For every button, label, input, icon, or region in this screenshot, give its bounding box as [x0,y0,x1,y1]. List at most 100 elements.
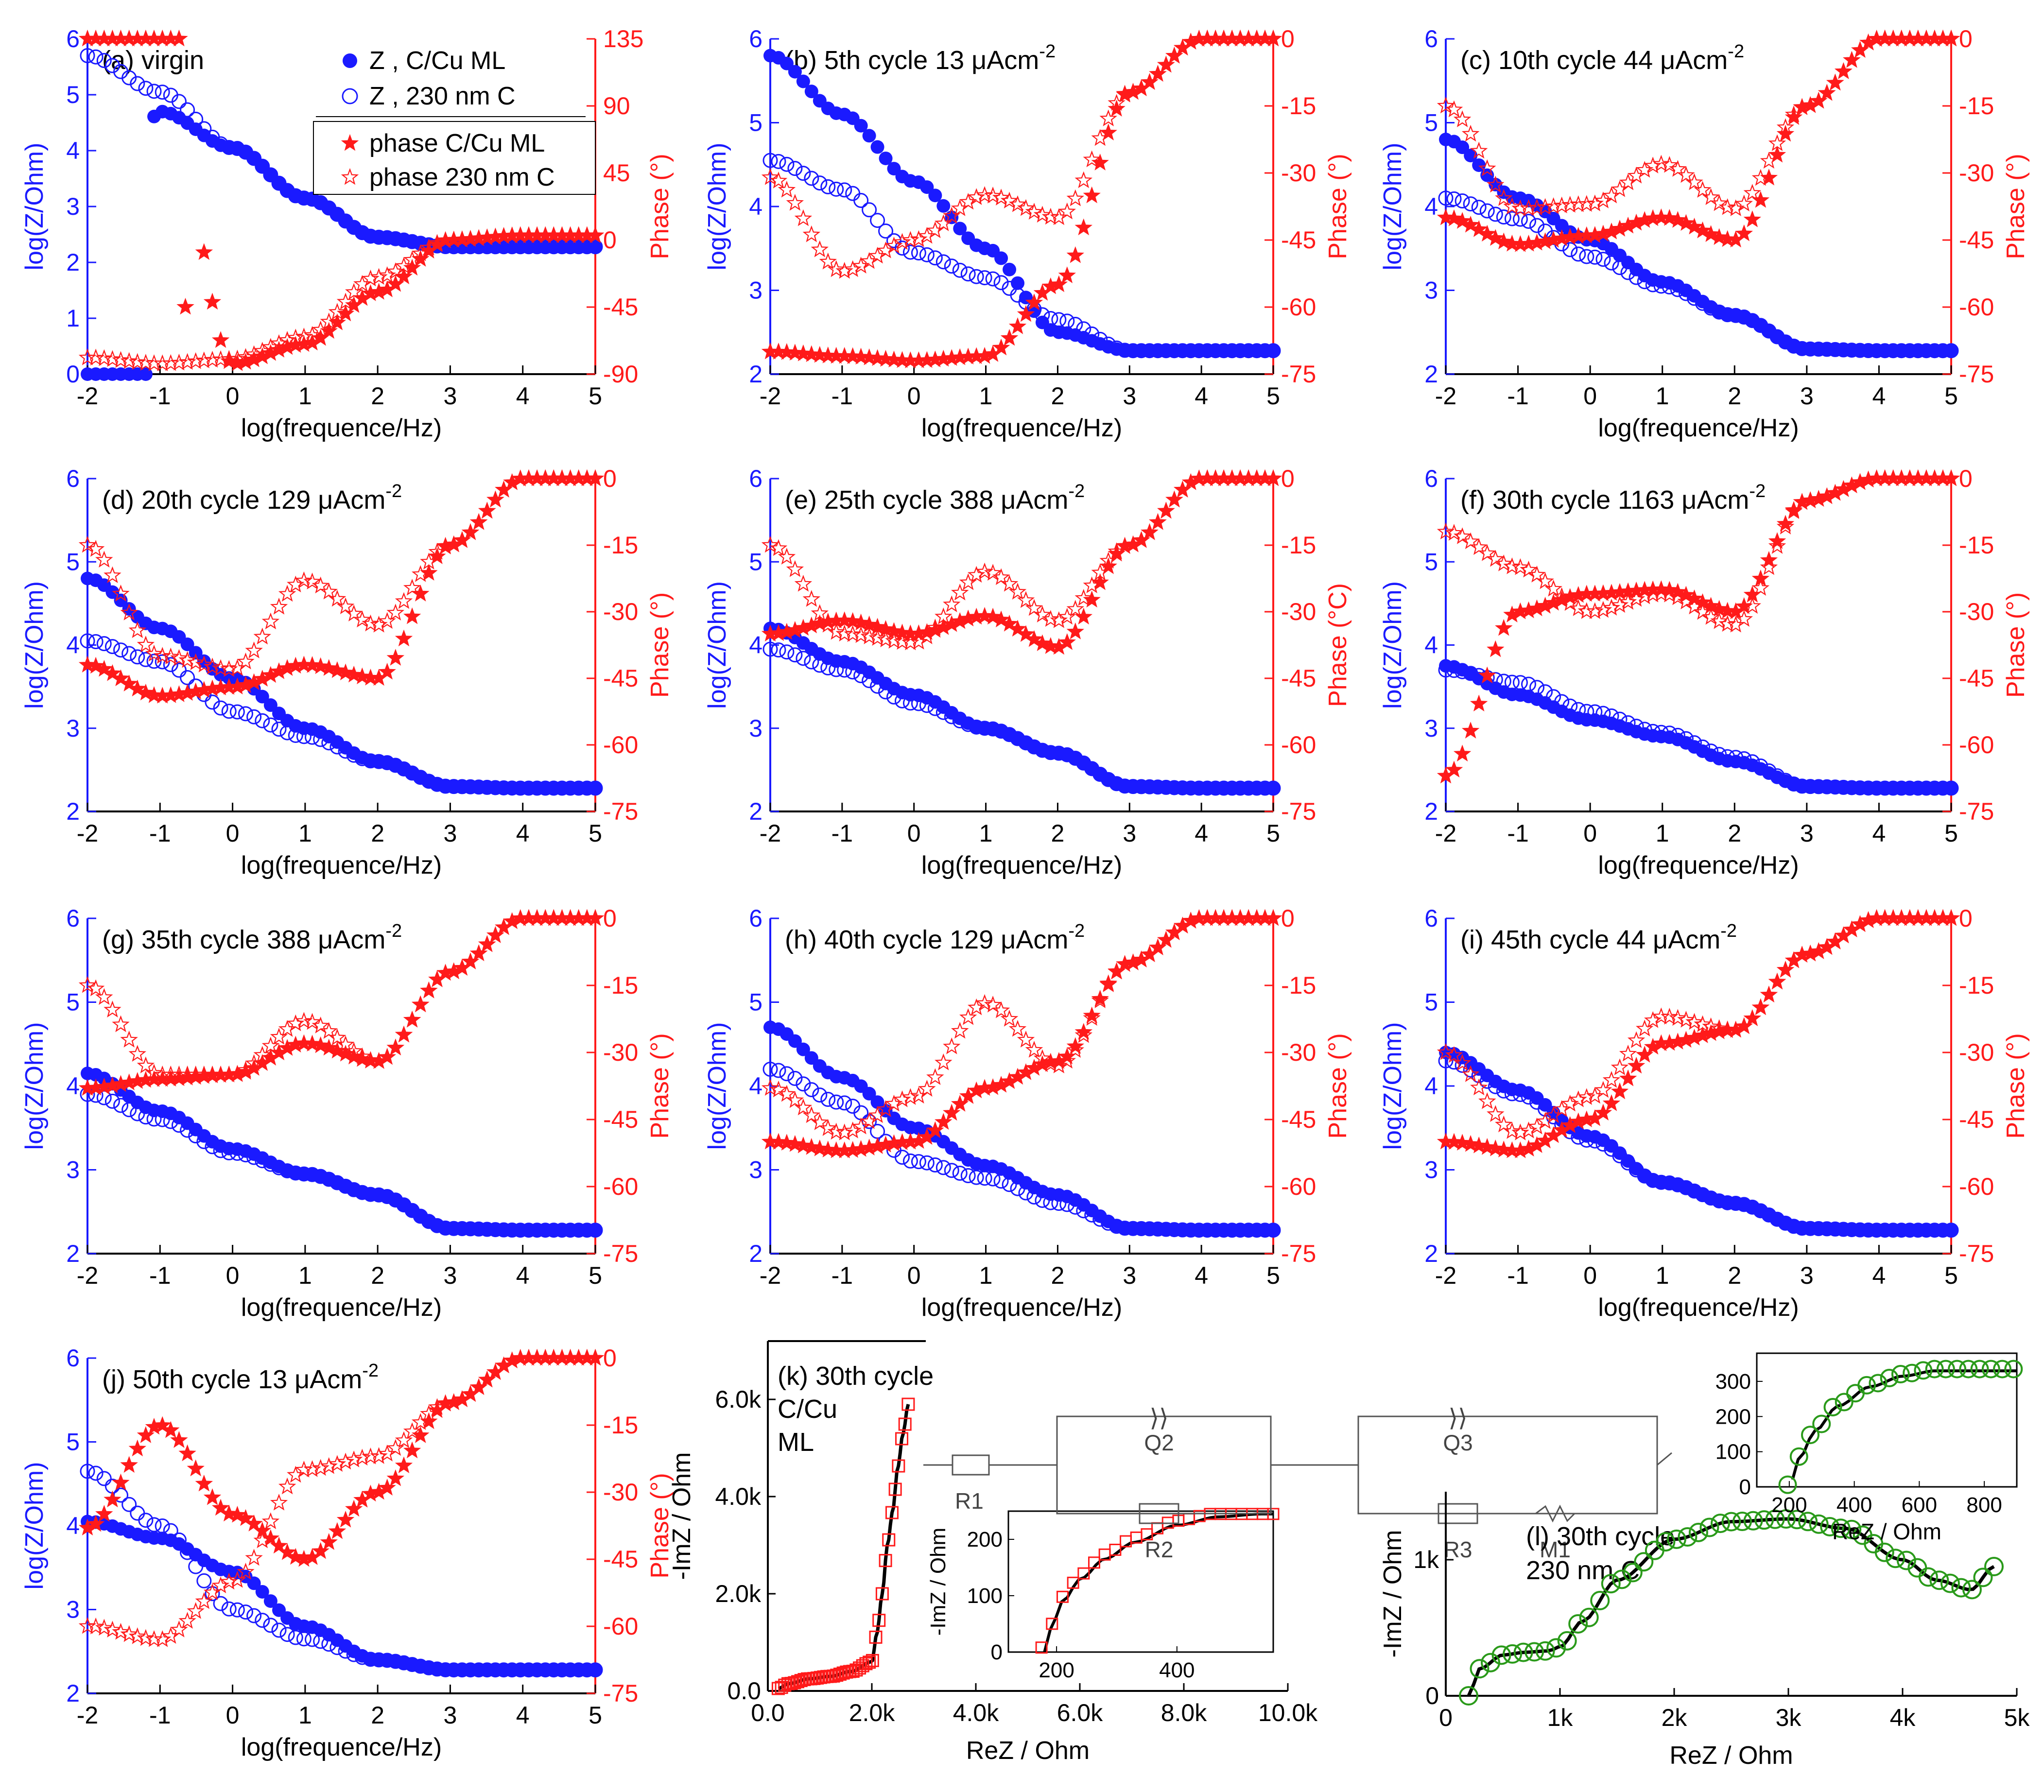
marker-z-c [1059,747,1075,762]
marker-phase-c [1470,1078,1488,1096]
marker-z-c [771,154,786,169]
marker-phase-c [1066,189,1084,207]
inset-x-tick-label: 400 [1836,1493,1872,1517]
marker-phase-c [1743,597,1761,614]
marker-z-c [138,1109,154,1125]
marker-z-c [1695,295,1711,311]
marker-z-c [421,1660,436,1675]
marker-z-c [271,1160,287,1175]
y-tick-left-label: 3 [66,1156,80,1184]
marker-z-c [1670,1177,1685,1192]
marker-z-c [1554,694,1570,709]
marker-z-c [171,662,187,678]
marker-z-c [96,636,112,652]
marker-phase-c [1445,524,1463,541]
marker-phase-ml [1677,214,1695,231]
marker-z-c [1836,342,1851,358]
panel-title-sup: -2 [1728,41,1744,62]
y-tick-left-label: 0 [66,361,80,388]
marker-z-c [1678,286,1694,301]
x-tick-label: 5 [1266,820,1280,847]
marker-z-c [1512,1087,1528,1103]
marker-z-c [944,709,959,724]
panel-title-text: (a) virgin [102,46,204,75]
marker-z-c [1910,343,1926,359]
x-tick-label: -2 [760,1262,781,1289]
marker-phase-ml [868,349,886,366]
y-tick-right-label: -60 [603,1613,638,1640]
marker-phase-c [1478,1092,1496,1109]
data-marker [1491,1645,1511,1665]
bode-panel-j: -2 -1 0 1 2 3 4 5log(frequence/Hz)23456log(Z/Oh… [20,1344,674,1761]
marker-phase-c [112,1622,130,1640]
marker-phase-ml [312,1542,329,1559]
marker-z-c [288,1630,303,1645]
marker-phase-ml [1461,1135,1480,1152]
marker-phase-c [428,970,446,987]
marker-phase-c [1677,166,1695,183]
marker-z-ml [589,1223,602,1237]
marker-z-c [1761,323,1777,339]
y-tick-right-label: -75 [603,798,638,825]
marker-z-c [579,1223,595,1238]
marker-phase-ml [336,663,355,681]
marker-z-ml [139,367,153,381]
marker-phase-ml [1025,630,1043,647]
marker-z-c [1736,309,1752,325]
series-z-230-nm-c [1438,190,1959,359]
marker-z-c [985,721,1001,737]
marker-z-c [1778,334,1793,350]
y-tick-left-label: 3 [749,715,762,742]
marker-phase-c [1149,65,1167,82]
marker-phase-c [1503,1122,1521,1139]
marker-phase-c [1544,580,1562,597]
marker-phase-c [420,1405,438,1422]
marker-z-c [886,233,902,248]
marker-z-c [1844,780,1859,795]
marker-phase-c [761,168,779,185]
marker-z-c [571,1223,587,1238]
marker-phase-ml [104,1490,121,1508]
marker-phase-c [486,490,504,508]
y-tick-right-label: -45 [603,1546,638,1573]
marker-phase-c [95,1619,113,1636]
marker-z-c [969,269,984,284]
marker-phase-c [211,659,230,676]
marker-phase-ml [1445,1133,1463,1150]
y-tick-right-label: -15 [1281,532,1316,559]
marker-z-ml [796,74,810,88]
marker-z-c [380,230,395,245]
y-tick-left-label: 2 [1424,361,1438,388]
marker-phase-c [303,572,321,590]
marker-phase-c [120,603,138,620]
marker-phase-c [1751,579,1770,596]
marker-z-c [413,1658,428,1674]
marker-z-c [1686,291,1702,306]
marker-phase-c [137,636,155,653]
y-tick-left-label: 3 [66,193,80,220]
marker-z-c [371,1187,387,1203]
x-tick-label: 0 [226,1262,240,1289]
marker-phase-c [1801,96,1819,113]
marker-z-c [496,780,512,795]
marker-z-c [787,1070,803,1086]
panel-title-text: (c) 10th cycle 44 μAcm [1460,46,1728,75]
marker-z-c [329,739,345,755]
marker-phase-c [1528,198,1546,216]
marker-phase-c [1768,537,1786,554]
marker-z-c [313,195,329,210]
data-marker [1568,1614,1588,1634]
marker-phase-c [769,539,788,556]
y-axis-left-label: log(Z/Ohm) [703,581,731,709]
marker-phase-c [1602,599,1621,616]
y-tick-left-label: 6 [1424,465,1438,492]
circuit-label-q2: Q2 [1144,1430,1174,1455]
marker-phase-c [885,1094,903,1112]
marker-z-c [1158,1222,1174,1237]
marker-z-c [321,1172,337,1187]
marker-phase-c [503,912,521,929]
marker-phase-c [1041,207,1060,225]
data-marker [1612,1569,1632,1589]
marker-z-c [171,1118,187,1133]
marker-phase-c [436,964,454,981]
